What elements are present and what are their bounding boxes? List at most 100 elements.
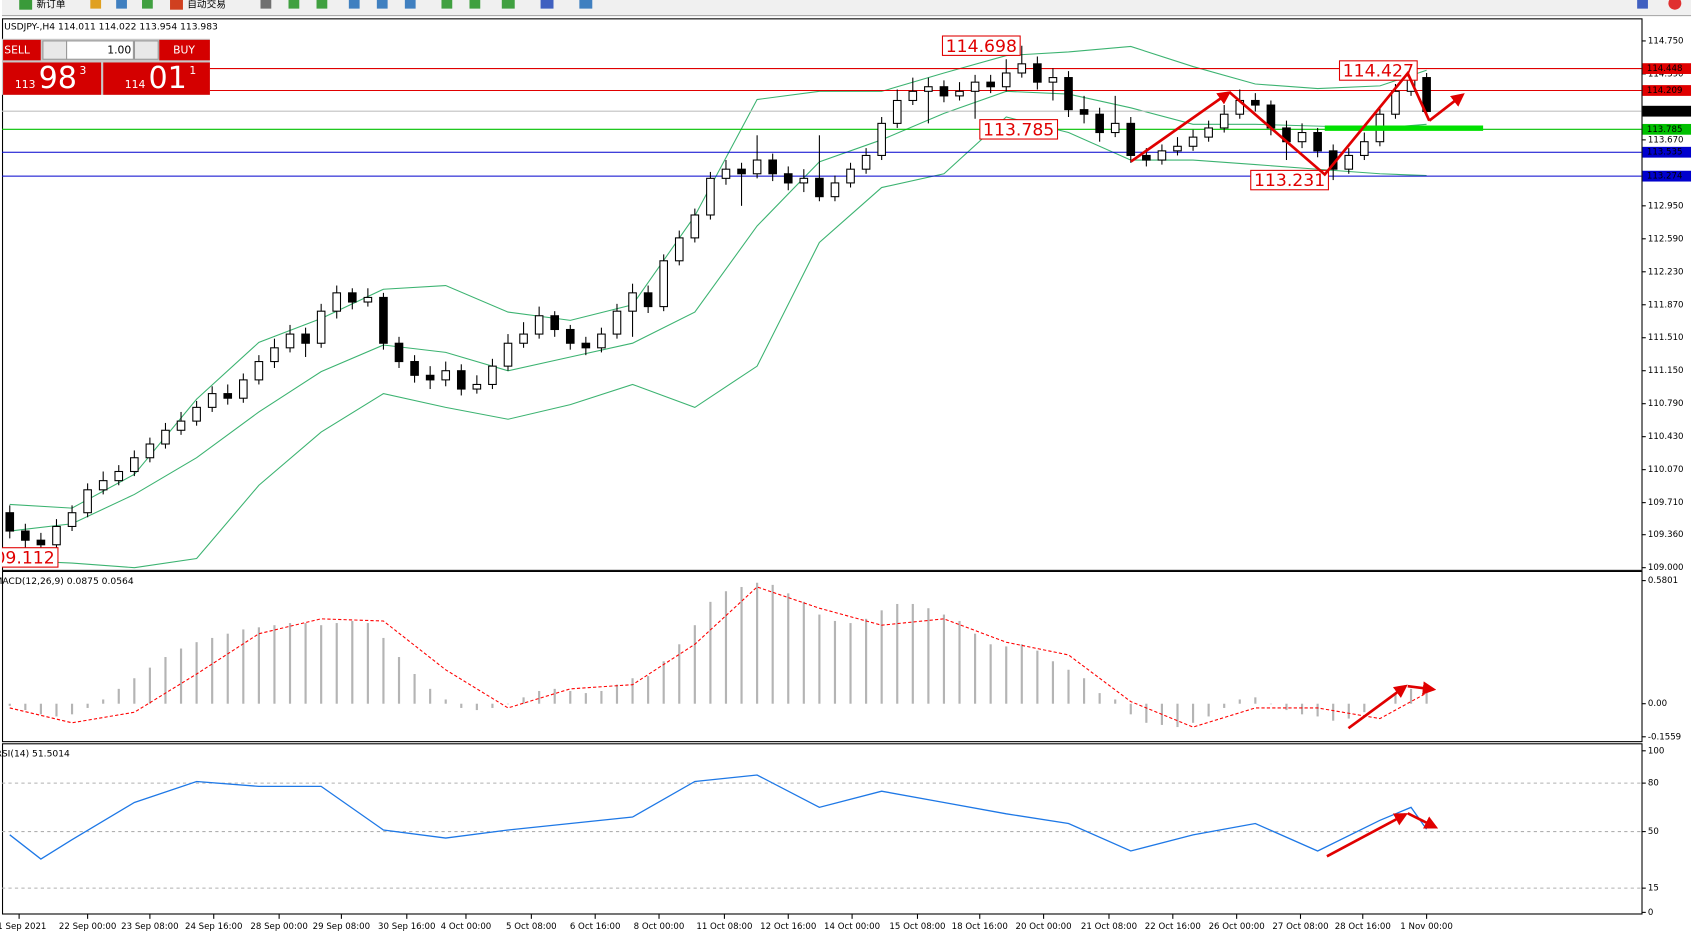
y-tick-label: 111.510 (1648, 333, 1684, 343)
macd-bar (1300, 703, 1304, 715)
candle-body (846, 168, 855, 184)
candle-body (550, 315, 560, 331)
sell-button[interactable] (3, 39, 41, 61)
macd-bar (444, 699, 447, 704)
candle-body (223, 393, 233, 399)
macd-bar (709, 601, 712, 704)
trade-panel: SELL 1.00 BUY 113 98 3 114 01 1 (1, 38, 210, 96)
x-tick-label: 15 Oct 08:00 (889, 922, 945, 932)
candle-body (939, 86, 949, 97)
candle-body (877, 122, 886, 156)
candle-body (1344, 154, 1354, 170)
candle-body (674, 237, 684, 262)
new-order-button[interactable]: 新订单 (36, 0, 65, 10)
macd-bar (1332, 703, 1335, 721)
tool-icon[interactable] (441, 0, 453, 9)
price-tag (1642, 85, 1692, 96)
macd-bar (1425, 690, 1428, 704)
candle-body (332, 292, 342, 312)
lot-down[interactable] (42, 40, 68, 60)
price-tag (1642, 170, 1692, 182)
candle-body (1048, 77, 1058, 83)
lot-up[interactable] (133, 40, 159, 60)
macd-bar (896, 603, 899, 704)
tool-icon[interactable] (348, 0, 360, 9)
macd-bar (600, 690, 603, 704)
candle-body (737, 168, 746, 175)
macd-bar (1394, 693, 1397, 704)
x-tick-label: 8 Oct 00:00 (634, 922, 685, 932)
candle-body (1142, 154, 1151, 161)
price-annotation: 109.112 (0, 548, 55, 568)
candle-body (425, 374, 435, 381)
macd-bar (102, 699, 105, 704)
macd-bar (164, 657, 167, 704)
macd-bar (1114, 699, 1117, 704)
macd-bar (195, 642, 198, 704)
auto-trading-button[interactable]: 自动交易 (187, 0, 226, 10)
x-tick-label: 1 Nov 00:00 (1400, 922, 1453, 932)
macd-bar (491, 703, 494, 708)
sell-label[interactable]: SELL (4, 44, 30, 57)
price-annotation: 114.427 (1343, 62, 1414, 82)
candle-body (161, 429, 170, 445)
macd-bar (1363, 703, 1366, 713)
candle-body (581, 342, 591, 349)
notification-icon[interactable] (1668, 0, 1682, 10)
buy-label[interactable]: BUY (173, 44, 195, 57)
price-annotation-box (941, 35, 1021, 56)
macd-bar (880, 610, 883, 704)
tool-icon[interactable] (469, 0, 481, 9)
new-order-icon[interactable] (19, 0, 33, 10)
macd-bar (1129, 703, 1132, 715)
bollinger-band (9, 116, 1427, 569)
macd-bar (958, 620, 961, 704)
macd-bar (226, 633, 229, 704)
y-tick-label: 100 (1648, 746, 1664, 756)
macd-bar (257, 627, 260, 704)
ask-box[interactable] (103, 62, 210, 95)
bid-box[interactable] (3, 62, 102, 95)
macd-bar (179, 648, 183, 704)
candle-body (1064, 77, 1073, 111)
y-tick-label: 112.950 (1648, 201, 1684, 211)
candle-body (285, 333, 295, 349)
auto-trading-icon[interactable] (170, 0, 183, 10)
bid-sup: 3 (80, 64, 87, 77)
price-annotation: 113.231 (1254, 171, 1325, 191)
macd-bar (351, 620, 354, 704)
rsi-plot (1, 774, 1642, 889)
tool-icon[interactable] (116, 0, 127, 9)
tool-icon[interactable] (501, 0, 515, 9)
tool-icon[interactable] (540, 0, 554, 9)
candle-body (301, 333, 310, 344)
buy-button[interactable] (159, 39, 210, 61)
tool-icon[interactable] (142, 0, 153, 9)
macd-bar (55, 703, 58, 717)
search-icon[interactable] (1637, 0, 1648, 9)
tool-icon[interactable] (579, 0, 593, 9)
candle-body (36, 539, 46, 546)
candle-body (924, 86, 933, 92)
y-tick-label: 0.5801 (1648, 576, 1678, 586)
tool-icon[interactable] (260, 0, 272, 9)
candle-body (270, 347, 279, 363)
macd-bar (242, 629, 245, 704)
lot-input[interactable] (66, 40, 134, 60)
macd-bar (1145, 703, 1148, 723)
macd-bar (1051, 661, 1055, 704)
tool-icon[interactable] (316, 0, 328, 9)
tool-icon[interactable] (90, 0, 102, 9)
candle-body (488, 365, 497, 386)
price-tag (1642, 105, 1692, 117)
macd-bar (1269, 703, 1272, 705)
price-tag (1642, 63, 1692, 74)
price-tag-label: 114.209 (1647, 86, 1683, 96)
tool-icon[interactable] (288, 0, 300, 9)
lot-value[interactable]: 1.00 (107, 44, 131, 57)
tool-icon[interactable] (376, 0, 388, 9)
macd-bar (211, 637, 214, 704)
macd-bar (366, 623, 369, 704)
tool-icon[interactable] (404, 0, 416, 9)
